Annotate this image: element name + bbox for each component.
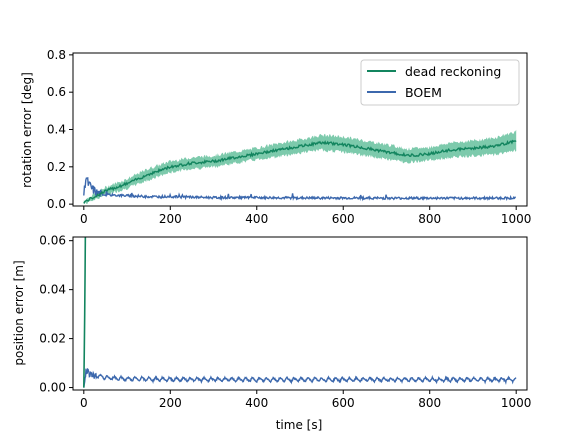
rotation-ytick-label: 0.0 bbox=[47, 197, 66, 211]
position-xtick-label: 0 bbox=[80, 396, 88, 410]
boem-rotation-line bbox=[83, 177, 516, 202]
rotation-xtick-label: 200 bbox=[159, 212, 182, 226]
rotation-error-ticks: 0 200 400 600 800 1000 0.0 0.2 0.4 0.6 0.8 bbox=[47, 48, 532, 226]
position-error-ticks: 0 200 400 600 800 1000 0.00 0.02 0.04 0.06 bbox=[39, 234, 531, 410]
dead-reckoning-rotation-line bbox=[83, 139, 517, 204]
position-ytick-label: 0.04 bbox=[39, 283, 66, 297]
position-xtick-label: 600 bbox=[332, 396, 355, 410]
boem-position-line bbox=[83, 367, 517, 388]
rotation-xtick-label: 800 bbox=[418, 212, 441, 226]
position-ytick-label: 0.06 bbox=[39, 234, 66, 248]
rotation-xtick-label: 400 bbox=[245, 212, 268, 226]
position-xtick-label: 800 bbox=[418, 396, 441, 410]
position-ytick-label: 0.02 bbox=[39, 332, 66, 346]
position-error-panel: 0 200 400 600 800 1000 0.00 0.02 0.04 0.06 positi… bbox=[12, 234, 531, 432]
position-xtick-label: 200 bbox=[159, 396, 182, 410]
rotation-error-plot-area bbox=[83, 129, 517, 205]
dead-reckoning-confidence-band bbox=[83, 129, 517, 205]
legend: dead reckoning BOEM bbox=[360, 59, 520, 106]
rotation-error-panel: 0 200 400 600 800 1000 0.0 0.2 0.4 0.6 0.8 rotatio… bbox=[20, 48, 531, 226]
rotation-ytick-label: 0.8 bbox=[47, 48, 66, 62]
rotation-ytick-label: 0.6 bbox=[47, 85, 66, 99]
position-error-plot-area bbox=[83, 237, 517, 388]
position-ytick-label: 0.00 bbox=[39, 381, 66, 395]
rotation-ytick-label: 0.2 bbox=[47, 160, 66, 174]
rotation-xtick-label: 0 bbox=[80, 212, 88, 226]
rotation-ytick-label: 0.4 bbox=[47, 123, 66, 137]
legend-label-boem: BOEM bbox=[405, 85, 442, 100]
rotation-error-ylabel: rotation error [deg] bbox=[20, 72, 34, 188]
position-xtick-label: 1000 bbox=[501, 396, 532, 410]
time-xlabel: time [s] bbox=[276, 418, 323, 432]
legend-label-dead-reckoning: dead reckoning bbox=[405, 64, 501, 79]
position-error-ylabel: position error [m] bbox=[12, 260, 26, 365]
dead-reckoning-position-line bbox=[83, 237, 87, 388]
position-xtick-label: 400 bbox=[245, 396, 268, 410]
position-error-axes-frame bbox=[72, 236, 528, 391]
rotation-xtick-label: 600 bbox=[332, 212, 355, 226]
rotation-xtick-label: 1000 bbox=[501, 212, 532, 226]
legend-box bbox=[360, 59, 520, 106]
